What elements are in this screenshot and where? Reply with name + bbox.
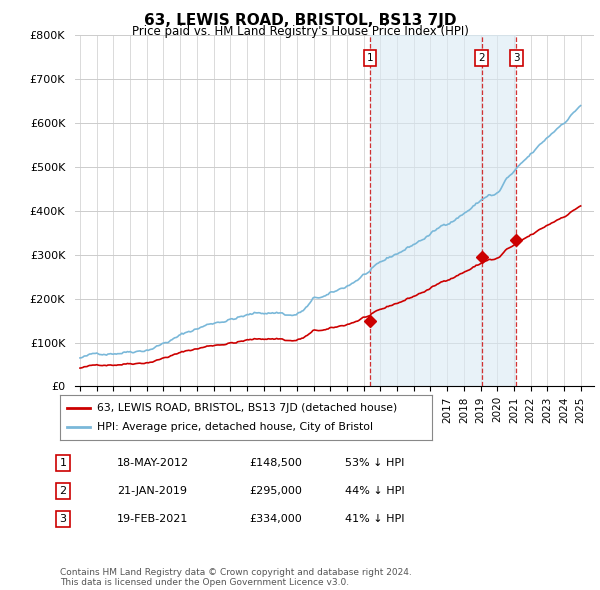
Text: Contains HM Land Registry data © Crown copyright and database right 2024.
This d: Contains HM Land Registry data © Crown c… xyxy=(60,568,412,587)
Text: 63, LEWIS ROAD, BRISTOL, BS13 7JD: 63, LEWIS ROAD, BRISTOL, BS13 7JD xyxy=(144,13,456,28)
Text: 3: 3 xyxy=(59,514,67,524)
Text: 53% ↓ HPI: 53% ↓ HPI xyxy=(345,458,404,468)
Text: 1: 1 xyxy=(367,53,373,63)
Text: £148,500: £148,500 xyxy=(249,458,302,468)
Text: 41% ↓ HPI: 41% ↓ HPI xyxy=(345,514,404,524)
Text: HPI: Average price, detached house, City of Bristol: HPI: Average price, detached house, City… xyxy=(97,422,373,432)
Text: £295,000: £295,000 xyxy=(249,486,302,496)
Text: 18-MAY-2012: 18-MAY-2012 xyxy=(117,458,189,468)
Text: 19-FEB-2021: 19-FEB-2021 xyxy=(117,514,188,524)
Text: 44% ↓ HPI: 44% ↓ HPI xyxy=(345,486,404,496)
Text: 2: 2 xyxy=(478,53,485,63)
Text: 21-JAN-2019: 21-JAN-2019 xyxy=(117,486,187,496)
Text: £334,000: £334,000 xyxy=(249,514,302,524)
Text: 63, LEWIS ROAD, BRISTOL, BS13 7JD (detached house): 63, LEWIS ROAD, BRISTOL, BS13 7JD (detac… xyxy=(97,403,397,412)
Text: 3: 3 xyxy=(513,53,520,63)
Text: Price paid vs. HM Land Registry's House Price Index (HPI): Price paid vs. HM Land Registry's House … xyxy=(131,25,469,38)
Text: 2: 2 xyxy=(59,486,67,496)
Text: 1: 1 xyxy=(59,458,67,468)
